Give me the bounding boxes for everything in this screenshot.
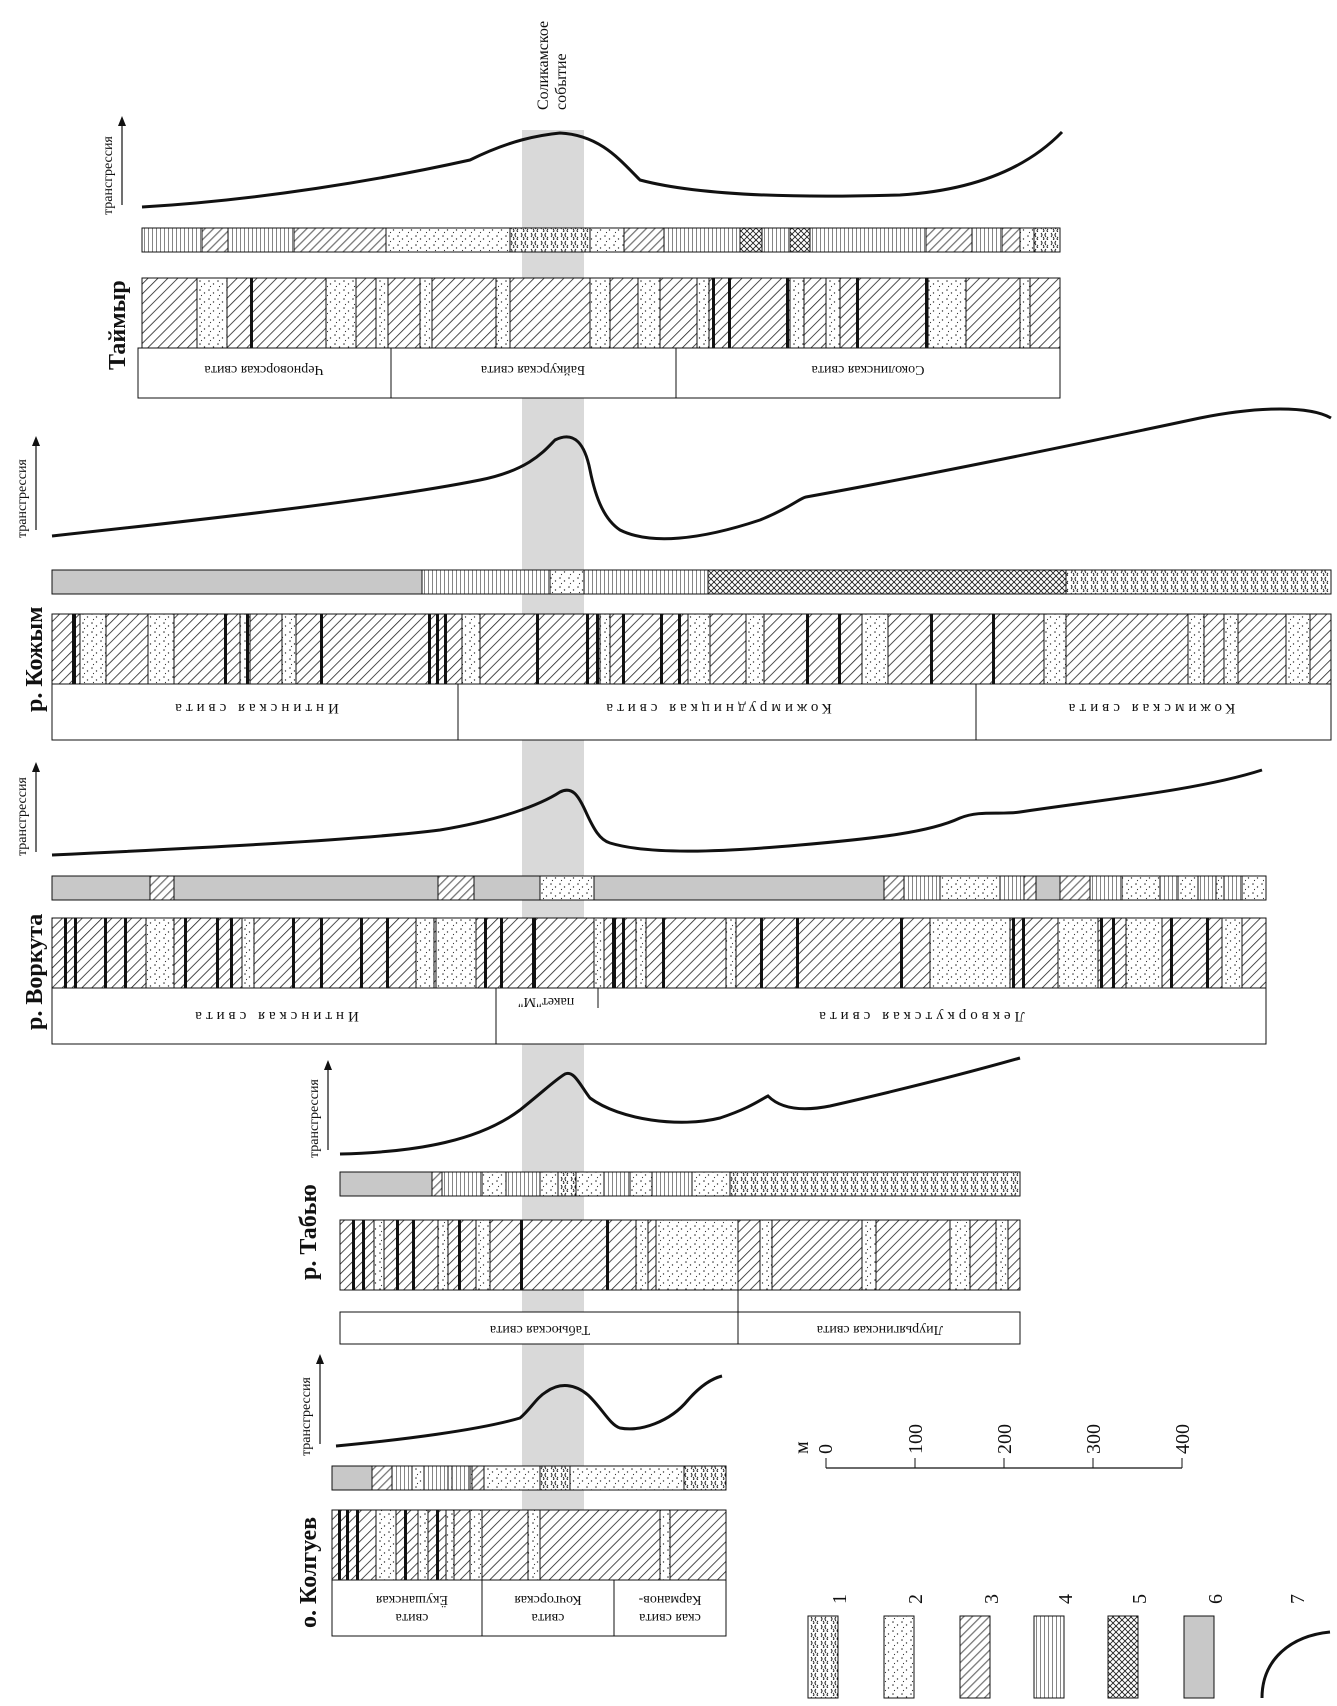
legend-label-2: 2 — [905, 1594, 927, 1604]
scale-tick: 400 — [1172, 1424, 1194, 1454]
formation-label: Лиурьягинская свита — [816, 1322, 943, 1337]
formation-column-kozhym: Интинская свита Кожимрудницкая свита Кож… — [51, 683, 1332, 741]
legend-label-5: 5 — [1129, 1594, 1151, 1604]
transgression-curve-vorkuta — [51, 768, 1263, 857]
legend-swatch-1 — [807, 1615, 839, 1699]
curve-axis-label: трансгрессия — [307, 1079, 322, 1158]
formation-label: свита — [531, 1610, 565, 1625]
event-label: Соликамское событие — [535, 21, 570, 110]
legend-swatch-5 — [1107, 1615, 1139, 1699]
legend-label-4: 4 — [1055, 1594, 1077, 1604]
formation-label: Кожимская свита — [1065, 700, 1235, 716]
formation-label: Соколинская свита — [811, 362, 925, 377]
scale-bar: м 0 100 200 300 400 — [791, 1424, 1194, 1469]
legend-swatch-4 — [1033, 1615, 1065, 1699]
legend-swatch-2 — [883, 1615, 915, 1699]
section-title-kolguev: о. Колгуев — [296, 1517, 322, 1628]
formation-label: Карманов- — [638, 1592, 701, 1607]
formation-label: Лекворкутская свита — [815, 1008, 1025, 1024]
facies-column-kolguev — [331, 1509, 727, 1581]
legend-swatch-7 — [1260, 1630, 1331, 1699]
facies-column-kozhym — [51, 613, 1332, 685]
curve-axis-taimyr: трансгрессия — [101, 116, 126, 215]
section-title-taimyr: Таймыр — [105, 280, 131, 370]
curve-axis-label: трансгрессия — [299, 1377, 314, 1456]
legend-swatch-3 — [959, 1615, 991, 1699]
section-taimyr: Таймыр Черноворская свита Байкурская сви… — [101, 116, 1064, 399]
formation-label: Байкурская свита — [480, 362, 585, 377]
facies-column-vorkuta — [51, 917, 1267, 989]
lithology-column-kolguev — [331, 1465, 727, 1491]
transgression-curve-tabyu — [339, 1056, 1021, 1156]
section-title-tabyu: р. Табью — [296, 1184, 322, 1280]
legend-label-7: 7 — [1287, 1594, 1309, 1604]
transgression-curve-taimyr — [141, 130, 1064, 209]
legend-label-1: 1 — [829, 1594, 851, 1604]
formation-label: свита — [395, 1610, 429, 1625]
section-marker-label: пакет"М" — [518, 994, 574, 1009]
scale-tick: 200 — [994, 1424, 1016, 1454]
curve-axis-tabyu: трансгрессия — [307, 1060, 332, 1158]
scale-tick: 300 — [1083, 1424, 1105, 1454]
legend-label-6: 6 — [1205, 1594, 1227, 1604]
formation-column-vorkuta: Интинская свита Лекворкутская свита паке… — [51, 987, 1267, 1045]
formation-label: Интинская свита — [191, 1008, 359, 1024]
formation-column-tabyu: Табьюская свита Лиурьягинская свита — [339, 1290, 1021, 1345]
curve-axis-vorkuta: трансгрессия — [15, 762, 40, 856]
formation-label: Черноворская свита — [204, 362, 324, 377]
section-title-vorkuta: р. Воркута — [22, 914, 48, 1030]
curve-axis-label: трансгрессия — [15, 459, 30, 538]
section-kozhym: р. Кожым Интинская свита Кожимрудницкая … — [15, 407, 1332, 741]
curve-axis-label: трансгрессия — [101, 136, 116, 215]
scale-unit: м — [791, 1441, 813, 1454]
curve-axis-kolguev: трансгрессия — [299, 1354, 324, 1456]
transgression-curve-kolguev — [335, 1374, 723, 1448]
section-title-kozhym: р. Кожым — [22, 607, 48, 712]
section-kolguev: о. Колгуев Ёкушанская свита Кочгорская с… — [296, 1354, 727, 1637]
formation-label: Табьюская свита — [489, 1322, 590, 1337]
legend-swatch-6 — [1183, 1615, 1215, 1699]
formation-label: ская свита — [638, 1610, 701, 1625]
facies-column-taimyr — [141, 277, 1061, 349]
formation-label: Ёкушанская — [375, 1592, 448, 1609]
section-tabyu: р. Табью Табьюская свита Лиурьягинская с… — [296, 1056, 1021, 1345]
scale-tick: 100 — [905, 1424, 927, 1454]
scale-tick: 0 — [815, 1444, 837, 1454]
curve-axis-label: трансгрессия — [15, 777, 30, 856]
lithology-column-kozhym — [51, 569, 1332, 595]
event-label-line2: событие — [553, 53, 570, 110]
lithology-column-tabyu — [339, 1171, 1021, 1197]
transgression-curve-kozhym — [51, 407, 1332, 541]
legend: 1 2 3 4 5 6 7 — [807, 1594, 1331, 1699]
facies-column-tabyu — [339, 1219, 1021, 1291]
lithology-column-taimyr — [141, 227, 1061, 253]
section-vorkuta: р. Воркута Интинская свита Лекворкутская… — [15, 762, 1267, 1045]
curve-axis-kozhym: трансгрессия — [15, 436, 40, 538]
formation-label: Кожимрудницкая свита — [602, 700, 831, 716]
lithology-column-vorkuta — [51, 875, 1267, 901]
formation-column-taimyr: Черноворская свита Байкурская свита Соко… — [137, 347, 1061, 399]
event-label-line1: Соликамское — [535, 21, 552, 110]
formation-label: Кочгорская — [514, 1592, 582, 1607]
formation-column-kolguev: Ёкушанская свита Кочгорская свита Карман… — [331, 1579, 727, 1637]
formation-label: Интинская свита — [171, 700, 339, 716]
legend-label-3: 3 — [981, 1594, 1003, 1604]
